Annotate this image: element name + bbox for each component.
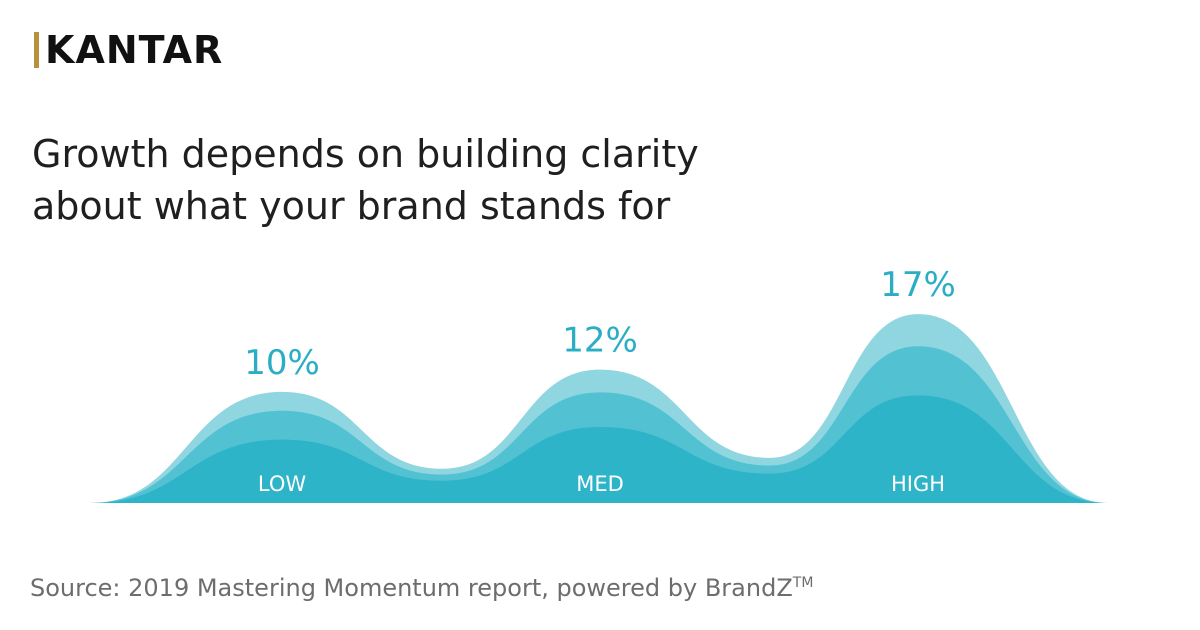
area-layer-inner bbox=[90, 395, 1108, 503]
value-label-med: 12% bbox=[562, 321, 638, 361]
growth-area-chart: 10% LOW 12% MED 17% HIGH bbox=[90, 265, 1108, 503]
value-label-high: 17% bbox=[880, 265, 956, 305]
headline-line-2: about what your brand stands for bbox=[32, 184, 671, 228]
trademark-symbol: TM bbox=[792, 575, 814, 591]
headline-line-1: Growth depends on building clarity bbox=[32, 132, 699, 176]
category-label-low: LOW bbox=[258, 472, 306, 496]
category-label-high: HIGH bbox=[891, 472, 945, 496]
headline: Growth depends on building clarity about… bbox=[32, 128, 792, 232]
chart-labels: 10% LOW 12% MED 17% HIGH bbox=[244, 265, 956, 496]
value-label-low: 10% bbox=[244, 343, 320, 383]
logo-mark-icon bbox=[34, 32, 39, 68]
chart-layers bbox=[90, 314, 1108, 503]
kantar-logo: KANTAR bbox=[34, 30, 223, 70]
category-label-med: MED bbox=[576, 472, 624, 496]
source-note: Source: 2019 Mastering Momentum report, … bbox=[30, 574, 813, 602]
source-text: Source: 2019 Mastering Momentum report, … bbox=[30, 574, 793, 602]
logo-text: KANTAR bbox=[45, 28, 224, 72]
